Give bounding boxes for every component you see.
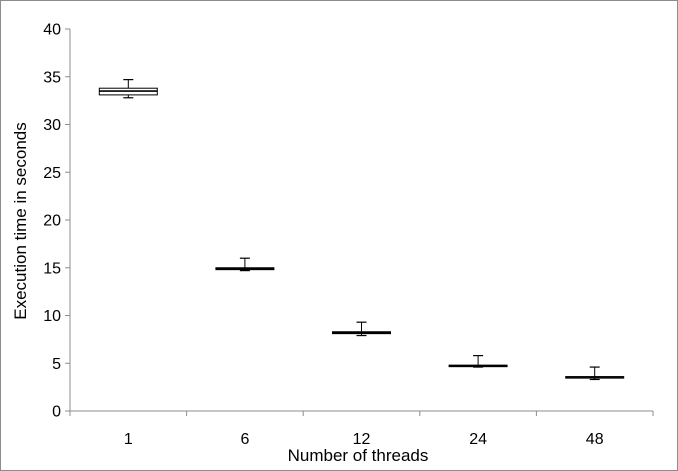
y-tick-label: 15 (43, 260, 61, 277)
y-tick-label: 10 (43, 308, 61, 325)
x-tick-label: 24 (469, 431, 487, 448)
y-tick-label: 30 (43, 117, 61, 134)
x-tick-label: 6 (240, 431, 249, 448)
box-1 (98, 79, 158, 99)
y-tick-label: 35 (43, 69, 61, 86)
y-axis-title: Execution time in seconds (11, 122, 30, 320)
box-plot-series (98, 79, 625, 381)
y-tick-label: 5 (52, 356, 61, 373)
y-tick-label: 0 (52, 404, 61, 421)
box-6 (215, 257, 275, 272)
x-tick-label: 12 (353, 431, 371, 448)
x-tick-label: 48 (586, 431, 604, 448)
y-axis: 0 5 10 15 20 25 30 35 40 (43, 22, 71, 421)
x-tick-label: 1 (124, 431, 133, 448)
box-12 (332, 321, 391, 337)
box-24 (448, 355, 508, 368)
box-48 (565, 366, 625, 381)
y-tick-label: 25 (43, 165, 61, 182)
x-axis: 1 6 12 24 48 (69, 410, 654, 448)
y-tick-label: 20 (43, 213, 61, 230)
x-axis-title: Number of threads (288, 446, 429, 465)
y-tick-label: 40 (43, 22, 61, 39)
